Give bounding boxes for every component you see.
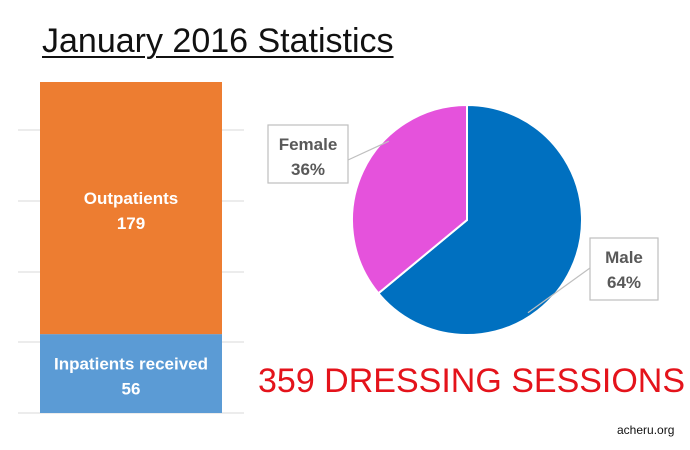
pie-slice-percent: 36% (291, 160, 325, 179)
bar-value-label: 56 (122, 380, 141, 399)
callout-leader-line (347, 140, 390, 161)
pie-callouts: Male 64% Female 36% (267, 124, 659, 314)
bar-segment-inpatients-received (40, 334, 222, 413)
pie-slice-label: Male (605, 248, 643, 267)
bar-value-label: 179 (117, 214, 145, 233)
pie-slice-male (376, 103, 583, 336)
pie-slice-percent: 64% (607, 273, 641, 292)
callout-box-female (267, 124, 349, 184)
bar-segment-outpatients (40, 82, 222, 335)
source-credit: acheru.org (617, 423, 675, 437)
pie-slice-female (351, 103, 468, 295)
dressing-sessions-headline: 359 DRESSING SESSIONS (258, 362, 686, 400)
callout-leader-line (527, 267, 591, 314)
bar-data-labels: Inpatients received 56 Outpatients 179 (54, 189, 208, 399)
bar-segments (40, 82, 222, 413)
pie-slices (351, 103, 583, 336)
bar-series-label: Outpatients (84, 189, 178, 208)
bar-series-label: Inpatients received (54, 355, 208, 374)
callout-box-male (589, 237, 659, 301)
page-title: January 2016 Statistics (42, 22, 394, 60)
pie-slice-label: Female (279, 135, 338, 154)
